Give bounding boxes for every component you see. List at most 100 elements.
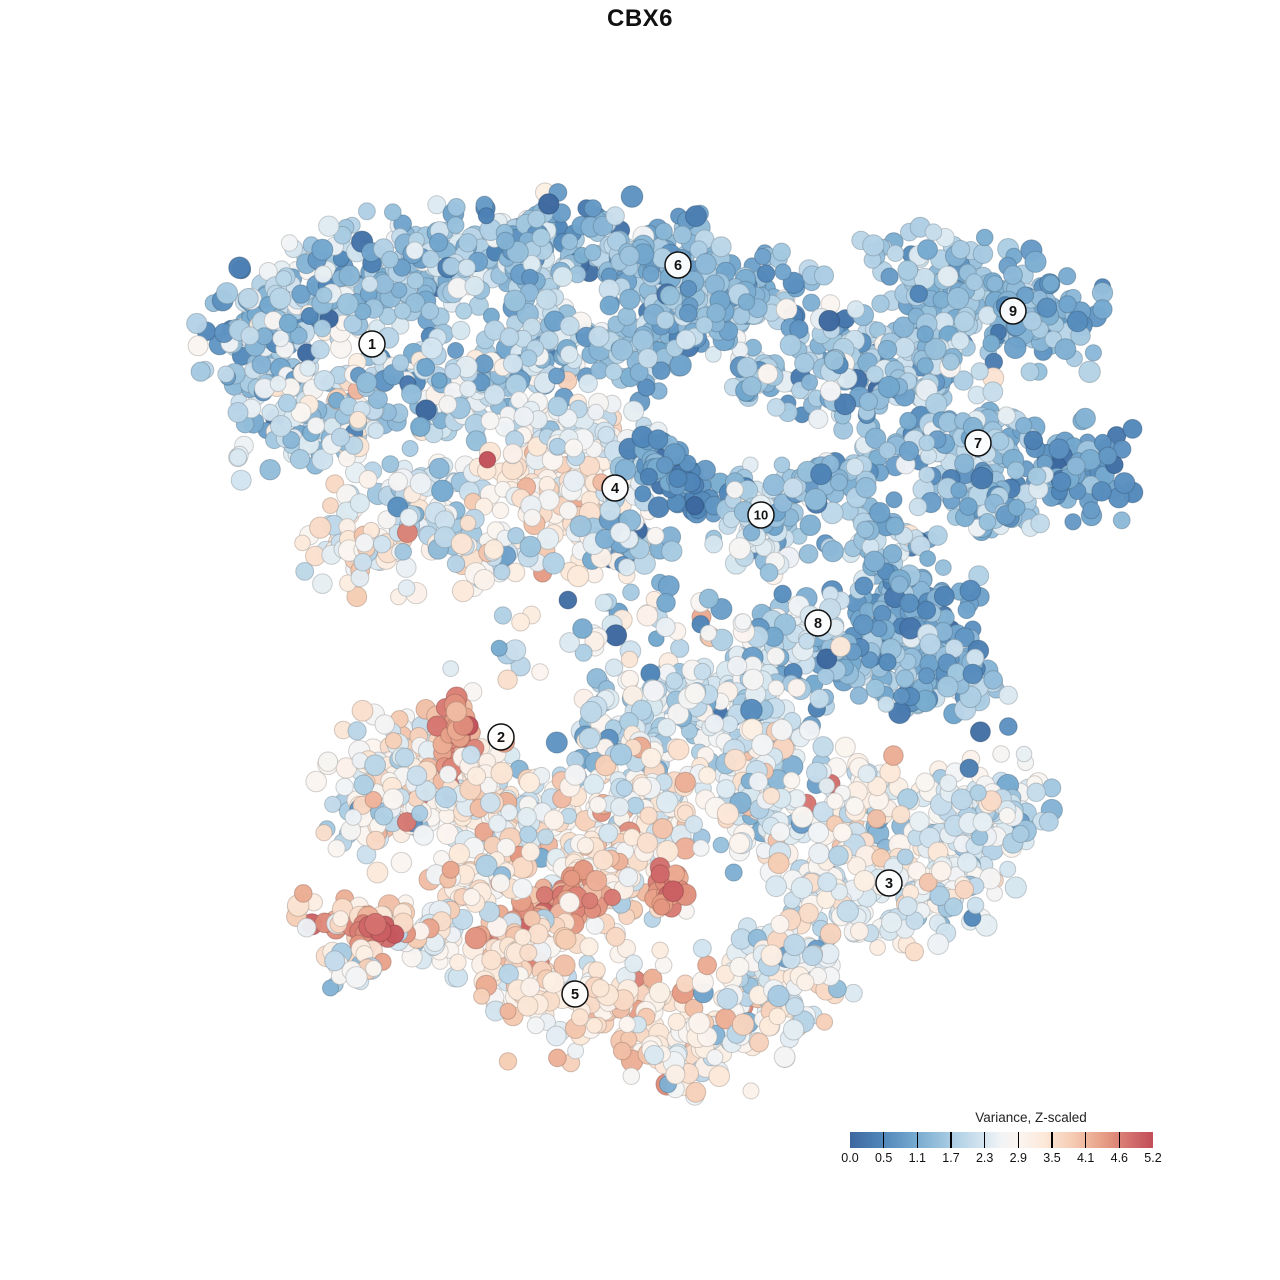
data-point — [619, 288, 641, 310]
data-point — [548, 1048, 567, 1068]
data-point — [555, 928, 577, 950]
data-point — [950, 788, 973, 811]
data-point — [669, 354, 692, 377]
data-point — [351, 699, 374, 722]
data-point — [731, 1013, 755, 1036]
data-point — [798, 544, 819, 564]
data-point — [954, 880, 975, 900]
data-point — [1006, 461, 1026, 480]
data-point — [270, 415, 292, 437]
cluster-label-6: 6 — [664, 251, 692, 279]
data-point — [275, 270, 293, 287]
data-point — [642, 265, 660, 283]
data-point — [318, 215, 340, 237]
data-point — [636, 604, 659, 627]
data-point — [599, 295, 620, 316]
data-point — [692, 839, 710, 857]
data-point — [924, 223, 943, 241]
page-title: CBX6 — [606, 5, 674, 32]
data-point — [859, 392, 878, 411]
data-point — [936, 675, 959, 698]
data-point — [519, 825, 538, 844]
data-point — [278, 313, 298, 333]
data-point — [451, 320, 471, 341]
data-point — [1003, 336, 1027, 360]
data-point — [345, 966, 368, 989]
data-point — [603, 888, 621, 907]
data-point — [925, 392, 948, 416]
data-point — [335, 777, 354, 797]
data-point — [927, 525, 948, 546]
data-point — [420, 301, 440, 321]
data-point — [939, 774, 958, 792]
data-point — [355, 533, 374, 553]
data-point — [727, 655, 748, 677]
data-point — [836, 899, 860, 923]
data-point — [646, 526, 665, 546]
data-point — [547, 396, 568, 417]
data-point — [294, 534, 311, 552]
data-point — [401, 440, 419, 457]
data-point — [966, 896, 985, 915]
data-point — [488, 814, 507, 833]
data-point — [558, 501, 578, 520]
data-point — [636, 832, 659, 854]
data-point — [826, 792, 844, 810]
data-point — [327, 839, 346, 858]
data-point — [355, 371, 378, 394]
cluster-label-2: 2 — [487, 723, 515, 751]
data-point — [773, 456, 791, 474]
data-point — [863, 550, 886, 572]
data-point — [957, 852, 978, 873]
data-point — [933, 585, 955, 607]
data-point — [767, 679, 785, 697]
data-point — [970, 721, 991, 743]
data-point — [724, 748, 747, 772]
data-point — [579, 937, 599, 957]
data-point — [300, 307, 319, 325]
data-point — [543, 809, 565, 831]
data-point — [999, 860, 1017, 878]
data-point — [782, 1019, 805, 1041]
data-point — [999, 717, 1018, 736]
data-point — [790, 876, 814, 899]
data-point — [1078, 360, 1101, 383]
data-point — [311, 238, 334, 261]
data-point — [809, 688, 830, 709]
data-point — [655, 616, 676, 638]
data-point — [852, 614, 874, 636]
data-point — [685, 496, 705, 516]
data-point — [770, 822, 791, 842]
data-point — [970, 362, 989, 381]
data-point — [531, 228, 551, 247]
data-point — [782, 477, 804, 499]
data-point — [737, 293, 756, 311]
data-point — [567, 565, 590, 588]
data-point — [724, 863, 743, 882]
data-point — [466, 766, 487, 786]
data-point — [465, 430, 487, 452]
data-point — [704, 714, 725, 734]
data-point — [622, 583, 640, 602]
data-point — [742, 668, 764, 691]
data-point — [804, 488, 827, 511]
cluster-label-9: 9 — [999, 297, 1027, 325]
data-point — [295, 562, 315, 581]
data-point — [918, 667, 936, 685]
data-point — [969, 784, 987, 802]
data-point — [186, 312, 208, 335]
data-point — [748, 771, 769, 792]
data-point — [372, 535, 392, 554]
data-point — [480, 411, 500, 431]
data-point — [783, 933, 806, 957]
data-point — [899, 411, 918, 431]
svg-text:10: 10 — [754, 508, 768, 523]
data-point — [673, 225, 692, 245]
data-point — [850, 921, 869, 941]
data-point — [652, 818, 674, 840]
data-point — [1054, 338, 1077, 361]
data-point — [548, 367, 566, 385]
data-point — [667, 1012, 686, 1031]
data-point — [349, 411, 367, 429]
data-point — [446, 216, 465, 235]
